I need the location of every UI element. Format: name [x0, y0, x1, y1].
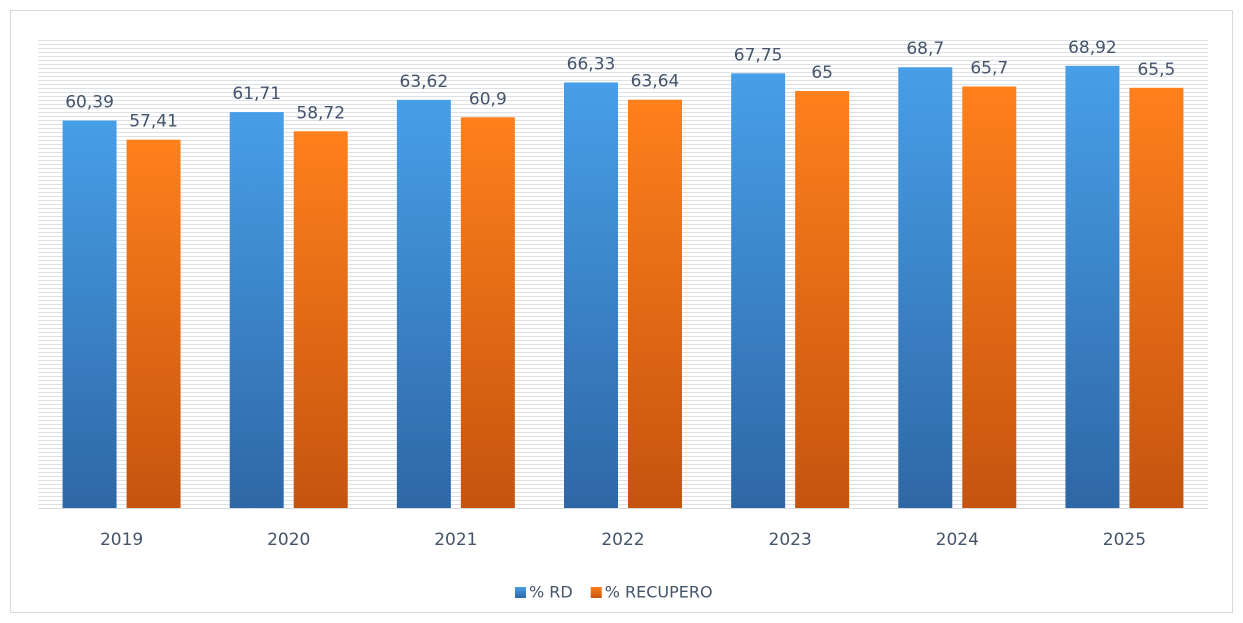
data-label: 65,5 — [1137, 60, 1175, 80]
bar — [564, 82, 618, 508]
x-tick-label: 2019 — [100, 530, 143, 550]
legend-label: % RECUPERO — [605, 583, 713, 602]
bar — [62, 120, 117, 508]
data-label: 60,9 — [469, 89, 507, 109]
legend-label: % RD — [529, 583, 573, 602]
legend-swatch — [515, 587, 526, 598]
bar — [962, 86, 1017, 509]
data-label: 61,71 — [232, 84, 281, 104]
bar — [293, 131, 348, 508]
data-label: 65 — [811, 63, 833, 83]
data-label: 65,7 — [970, 58, 1008, 78]
bar — [731, 73, 786, 509]
bar — [1065, 65, 1120, 508]
plot-background — [38, 38, 1208, 508]
bar — [126, 139, 181, 508]
x-tick-label: 2021 — [434, 530, 477, 550]
x-tick-label: 2025 — [1103, 530, 1146, 550]
data-label: 66,33 — [567, 54, 616, 74]
x-tick-label: 2024 — [936, 530, 979, 550]
x-tick-label: 2020 — [267, 530, 310, 550]
bar — [628, 99, 682, 508]
x-tick-label: 2023 — [769, 530, 812, 550]
bar — [229, 112, 284, 508]
data-label: 57,41 — [129, 112, 178, 132]
legend-swatch — [590, 587, 602, 598]
data-label: 68,7 — [906, 39, 944, 59]
bar — [396, 99, 451, 509]
data-label: 68,92 — [1068, 38, 1117, 58]
data-label: 63,64 — [631, 72, 680, 92]
data-label: 67,75 — [734, 45, 783, 65]
data-label: 60,39 — [65, 93, 114, 113]
data-label: 58,72 — [296, 103, 345, 123]
bar — [898, 67, 953, 508]
bar — [795, 90, 850, 509]
x-tick-label: 2022 — [601, 530, 644, 550]
bar — [460, 117, 515, 509]
bar — [1129, 87, 1184, 508]
data-label: 63,62 — [400, 72, 449, 92]
